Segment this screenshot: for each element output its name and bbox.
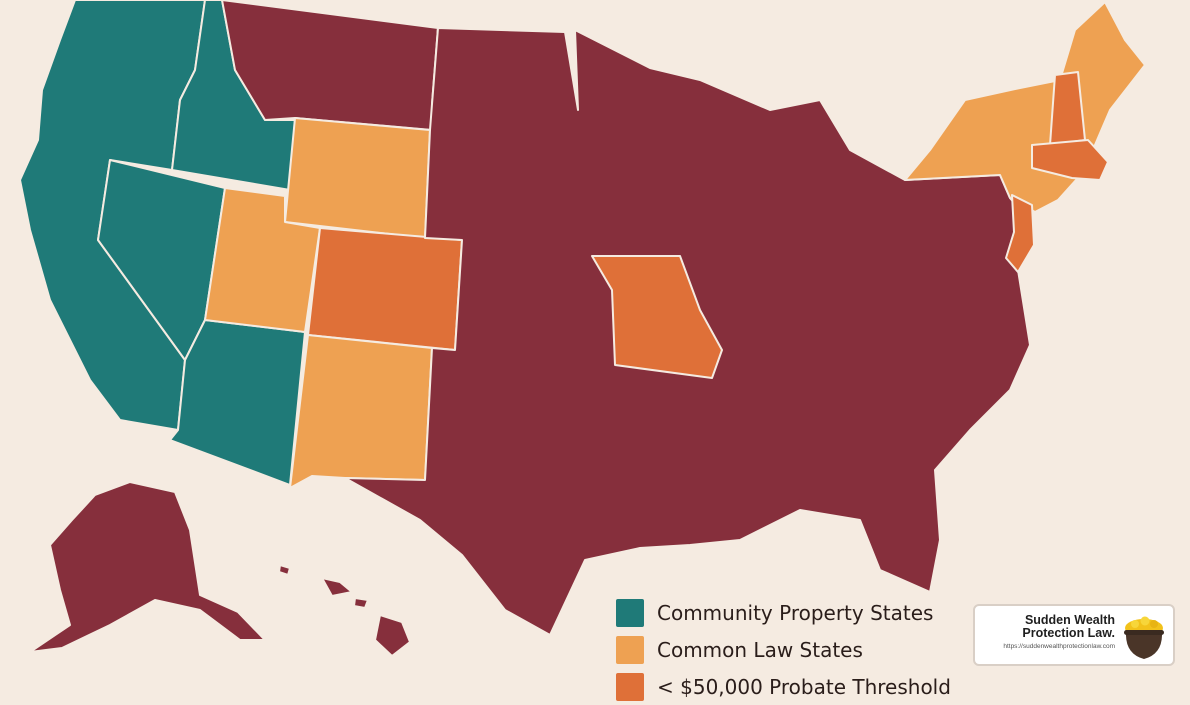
legend-label: Common Law States [657, 637, 863, 662]
legend-item-probate: < $50,000 Probate Threshold [616, 668, 976, 705]
legend-swatch [616, 635, 644, 664]
hawaii-region [278, 564, 411, 657]
map-legend: Community Property States Common Law Sta… [616, 594, 976, 705]
missouri-region [591, 255, 723, 379]
legend-item-community: Community Property States [616, 594, 976, 631]
brand-logo-card[interactable]: Sudden Wealth Protection Law. https://su… [973, 604, 1175, 666]
alaska-region [29, 481, 266, 653]
arizona-region [169, 319, 306, 486]
new-hampshire-region [1049, 71, 1086, 146]
us-map [19, 0, 1146, 657]
new-mexico-region [289, 334, 433, 489]
legend-label: < $50,000 Probate Threshold [657, 674, 951, 699]
pot-of-gold-icon [1124, 616, 1164, 659]
colorado-region [307, 227, 463, 351]
legend-item-common-law: Common Law States [616, 631, 976, 668]
legend-label: Community Property States [657, 600, 934, 625]
new-jersey-region [1005, 194, 1035, 273]
massachusetts-region [1031, 139, 1109, 181]
brand-url: https://suddenwealthprotectionlaw.com [1003, 643, 1115, 650]
brand-name: Sudden Wealth Protection Law. [1022, 613, 1115, 640]
legend-swatch [616, 672, 644, 701]
legend-swatch [616, 598, 644, 627]
wyoming-region [284, 117, 431, 239]
